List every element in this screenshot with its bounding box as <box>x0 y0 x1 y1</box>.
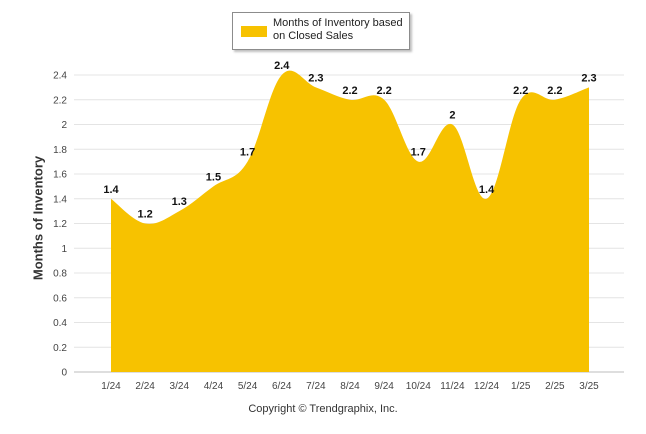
data-label: 2.3 <box>581 72 596 84</box>
y-axis-title: Months of Inventory <box>30 155 46 281</box>
data-labels: 1.4 1.2 1.3 1.5 1.7 2.4 2.3 2.2 2.2 1.7 2 1.4 2.2 2.2… <box>103 60 596 221</box>
x-tick-label: 10/24 <box>406 381 431 392</box>
series-area <box>111 70 589 372</box>
x-tick-label: 1/25 <box>511 381 531 392</box>
y-tick-label: 0.6 <box>53 293 67 304</box>
y-tick-label: 1 <box>61 244 67 255</box>
x-tick-label: 2/25 <box>545 381 565 392</box>
y-tick-label: 0.8 <box>53 269 67 280</box>
data-label: 1.4 <box>103 184 119 196</box>
y-tick-label: 0.2 <box>53 343 67 354</box>
y-tick-label: 2.4 <box>53 71 67 82</box>
data-label: 2.3 <box>308 72 323 84</box>
data-label: 2.2 <box>376 85 391 97</box>
legend-label: Months of Inventory based on Closed Sale… <box>273 17 403 42</box>
legend-swatch <box>241 26 267 37</box>
data-label: 2.2 <box>513 85 528 97</box>
x-tick-label: 1/24 <box>101 381 121 392</box>
legend: Months of Inventory based on Closed Sale… <box>232 12 410 50</box>
y-tick-label: 0 <box>61 368 67 379</box>
data-label: 2 <box>449 110 455 122</box>
x-tick-label: 11/24 <box>440 381 465 392</box>
data-label: 1.5 <box>206 171 221 183</box>
y-tick-label: 1.4 <box>53 194 67 205</box>
y-tick-label: 1.6 <box>53 170 67 181</box>
x-tick-label: 8/24 <box>340 381 360 392</box>
copyright-text: Copyright © Trendgraphix, Inc. <box>248 403 398 415</box>
x-tick-label: 9/24 <box>374 381 394 392</box>
data-label: 2.4 <box>274 60 290 72</box>
data-label: 1.7 <box>411 147 426 159</box>
data-label: 2.2 <box>342 85 357 97</box>
x-tick-label: 3/24 <box>170 381 190 392</box>
x-axis-ticks: 1/24 2/24 3/24 4/24 5/24 6/24 7/24 8/24 9/24 10/2… <box>101 381 599 392</box>
data-label: 1.2 <box>137 209 152 221</box>
x-tick-label: 5/24 <box>238 381 258 392</box>
y-tick-label: 2.2 <box>53 95 67 106</box>
x-tick-label: 3/25 <box>579 381 599 392</box>
y-axis-ticks: 0 0.2 0.4 0.6 0.8 1 1.2 1.4 1.6 1.8 2 2.2 2.4 <box>53 71 67 379</box>
y-tick-label: 2 <box>61 120 67 131</box>
data-label: 1.4 <box>479 184 495 196</box>
data-label: 1.3 <box>172 196 187 208</box>
x-tick-label: 4/24 <box>204 381 224 392</box>
x-tick-label: 7/24 <box>306 381 326 392</box>
x-tick-label: 12/24 <box>474 381 499 392</box>
x-tick-label: 2/24 <box>135 381 155 392</box>
y-tick-label: 1.8 <box>53 145 67 156</box>
data-label: 2.2 <box>547 85 562 97</box>
y-tick-label: 1.2 <box>53 219 67 230</box>
y-tick-label: 0.4 <box>53 318 67 329</box>
x-tick-label: 6/24 <box>272 381 292 392</box>
data-label: 1.7 <box>240 147 255 159</box>
